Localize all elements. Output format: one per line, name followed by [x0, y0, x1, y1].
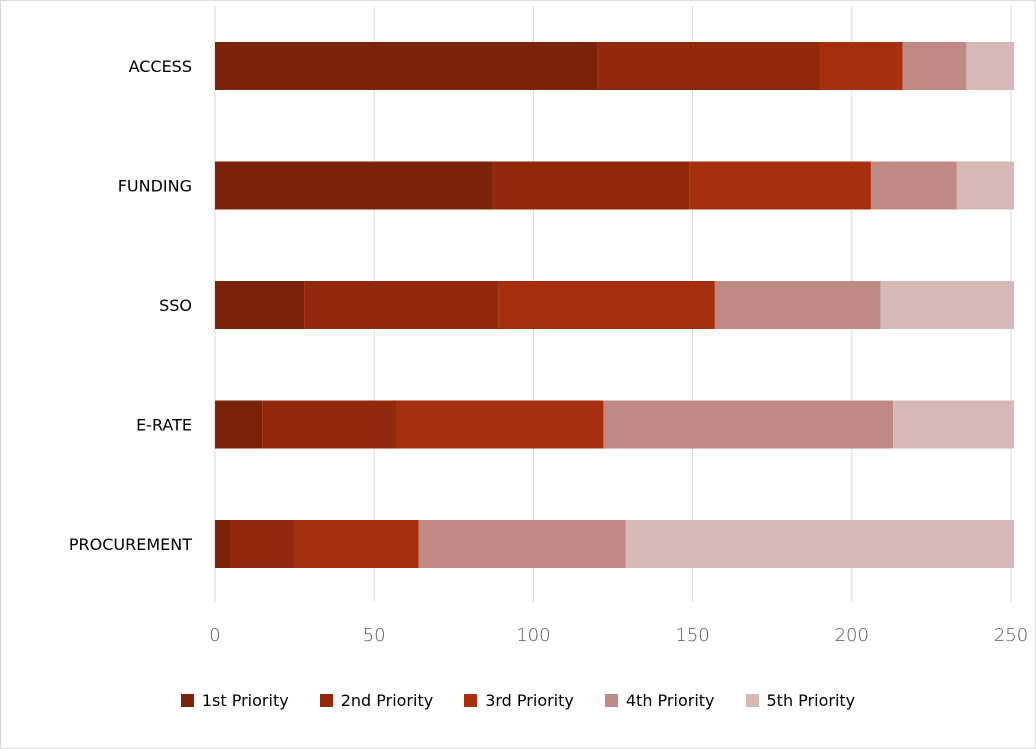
category-label: SSO — [159, 296, 192, 315]
bar-segment-procurement-2 — [230, 520, 295, 568]
legend: 1st Priority 2nd Priority 3rd Priority 4th … — [0, 688, 1036, 712]
bar-segment-funding-4 — [870, 161, 957, 210]
bar-segment-funding-5 — [956, 161, 1015, 210]
bar-segment-access-3 — [819, 42, 903, 90]
bar-segment-e-rate-2 — [262, 400, 397, 449]
x-tick-label: 200 — [835, 625, 869, 646]
bar-segment-funding-3 — [689, 161, 871, 210]
x-tick-label: 150 — [675, 625, 709, 646]
category-label: ACCESS — [129, 57, 192, 76]
category-label: E-RATE — [136, 416, 192, 435]
legend-swatch — [604, 693, 618, 707]
x-tick-label: 50 — [363, 625, 386, 646]
bar-segment-sso-4 — [714, 281, 881, 329]
legend-swatch — [180, 693, 194, 707]
bar-segment-access-2 — [597, 42, 820, 90]
legend-item: 5th Priority — [745, 690, 856, 710]
bar-segment-sso-3 — [498, 281, 715, 329]
bar-segment-procurement-1 — [215, 520, 231, 568]
bars — [215, 42, 1015, 568]
bar-segment-e-rate-3 — [396, 400, 604, 449]
x-tick-labels: 0 50 100 150 200 250 — [209, 625, 1028, 646]
bar-segment-sso-2 — [304, 281, 499, 329]
legend-label: 4th Priority — [625, 690, 715, 710]
bar-segment-funding-2 — [492, 161, 690, 210]
bar-segment-procurement-5 — [625, 520, 1015, 568]
bar-segment-sso-1 — [215, 281, 305, 329]
legend-item: 3rd Priority — [464, 691, 574, 710]
bar-segment-procurement-4 — [418, 520, 626, 568]
x-tick-label: 250 — [994, 625, 1028, 646]
bar-segment-access-4 — [902, 42, 967, 90]
bar-segment-access-1 — [215, 42, 598, 90]
legend-label: 5th Priority — [766, 690, 856, 710]
legend-swatch — [745, 693, 759, 707]
bar-segment-procurement-3 — [294, 520, 419, 568]
legend-label: 2nd Priority — [340, 690, 434, 710]
legend-item: 4th Priority — [604, 690, 715, 710]
bar-segment-access-5 — [966, 42, 1015, 90]
category-label: FUNDING — [118, 177, 192, 196]
x-tick-label: 0 — [209, 625, 220, 646]
legend-swatch — [464, 693, 478, 707]
legend-item: 2nd Priority — [319, 690, 434, 710]
legend-label: 1st Priority — [201, 690, 289, 710]
bar-segment-e-rate-5 — [893, 400, 1015, 449]
legend-item: 1st Priority — [180, 690, 289, 710]
legend-swatch — [319, 693, 333, 707]
bar-segment-e-rate-1 — [215, 400, 263, 449]
bar-segment-e-rate-4 — [603, 400, 894, 449]
category-labels: ACCESS FUNDING SSO E-RATE PROCUREMENT — [69, 57, 192, 554]
category-label: PROCUREMENT — [69, 535, 192, 554]
x-tick-label: 100 — [516, 625, 550, 646]
bar-segment-funding-1 — [215, 161, 493, 210]
legend-label: 3rd Priority — [485, 690, 574, 710]
bar-segment-sso-5 — [880, 281, 1015, 329]
